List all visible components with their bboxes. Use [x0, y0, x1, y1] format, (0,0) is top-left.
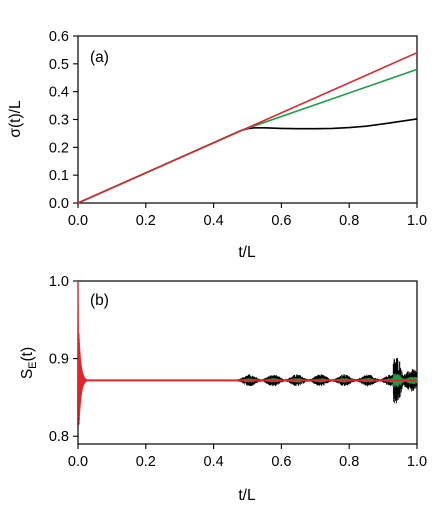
- panel-a-frame: [77, 35, 418, 204]
- panel-a-y-axis-label: σ(t)/L: [7, 100, 24, 138]
- panel-b-series: [77, 280, 418, 425]
- panel-b-y-label-sub: E: [27, 361, 39, 368]
- panel-b-ticks: 0.0 0.2 0.4 0.6 0.8 1.0 0.8 0.9 1.0: [49, 274, 427, 470]
- panel-b-x-tick-label: 0.2: [136, 454, 156, 470]
- panel-a-x-tick-label: 0.4: [204, 213, 224, 229]
- panel-b-series-line: [77, 280, 418, 425]
- panel-b-y-label-main: S: [19, 369, 36, 379]
- panel-a-series: [77, 51, 418, 204]
- panel-a-x-axis-label: t/L: [238, 244, 256, 261]
- panel-a-y-tick-label: 0.0: [49, 196, 69, 212]
- panel-a-x-tick-label: 0.0: [68, 213, 88, 229]
- panel-a-y-tick-label: 0.5: [49, 57, 69, 73]
- panel-b: 0.0 0.2 0.4 0.6 0.8 1.0 0.8 0.9 1.0 (b) t/L SE(t…: [19, 274, 427, 504]
- panel-a-y-tick-label: 0.6: [49, 29, 69, 45]
- panel-b-frame: [77, 280, 418, 445]
- panel-a-y-tick-label: 0.1: [49, 168, 69, 184]
- panel-a-series-line: [77, 51, 418, 204]
- panel-b-x-tick-label: 0.6: [271, 454, 291, 470]
- panel-b-x-axis-label: t/L: [238, 487, 256, 504]
- panel-a-ticks: 0.0 0.2 0.4 0.6 0.8 1.0 0.0 0.1 0.2 0.3 0.4 0.5 0.6: [49, 29, 427, 229]
- panel-b-y-axis-label: SE(t): [19, 347, 39, 379]
- panel-b-y-tick-label: 1.0: [49, 274, 69, 290]
- panel-b-x-tick-label: 0.8: [339, 454, 359, 470]
- panel-a-y-tick-label: 0.3: [49, 113, 69, 129]
- panel-a-x-tick-label: 1.0: [407, 213, 427, 229]
- panel-b-x-tick-label: 0.4: [204, 454, 224, 470]
- panel-b-label: (b): [90, 292, 109, 309]
- panel-a-y-tick-label: 0.2: [49, 140, 69, 156]
- panel-a: 0.0 0.2 0.4 0.6 0.8 1.00.00.10.20.30.40.50.6 …: [7, 29, 427, 261]
- panel-b-y-tick-label: 0.9: [49, 352, 69, 368]
- panel-b-x-tick-label: 1.0: [407, 454, 427, 470]
- panel-b-y-tick-label: 0.8: [49, 429, 69, 445]
- panel-a-series-line: [77, 118, 418, 204]
- panel-a-x-tick-label: 0.2: [136, 213, 156, 229]
- panel-b-y-label-tail: (t): [19, 347, 36, 362]
- panel-a-label: (a): [90, 49, 109, 66]
- panel-a-series-line: [77, 68, 418, 204]
- panel-a-x-tick-label: 0.6: [271, 213, 291, 229]
- panel-b-x-tick-label: 0.0: [68, 454, 88, 470]
- panel-a-y-tick-label: 0.4: [49, 85, 69, 101]
- panel-a-x-tick-label: 0.8: [339, 213, 359, 229]
